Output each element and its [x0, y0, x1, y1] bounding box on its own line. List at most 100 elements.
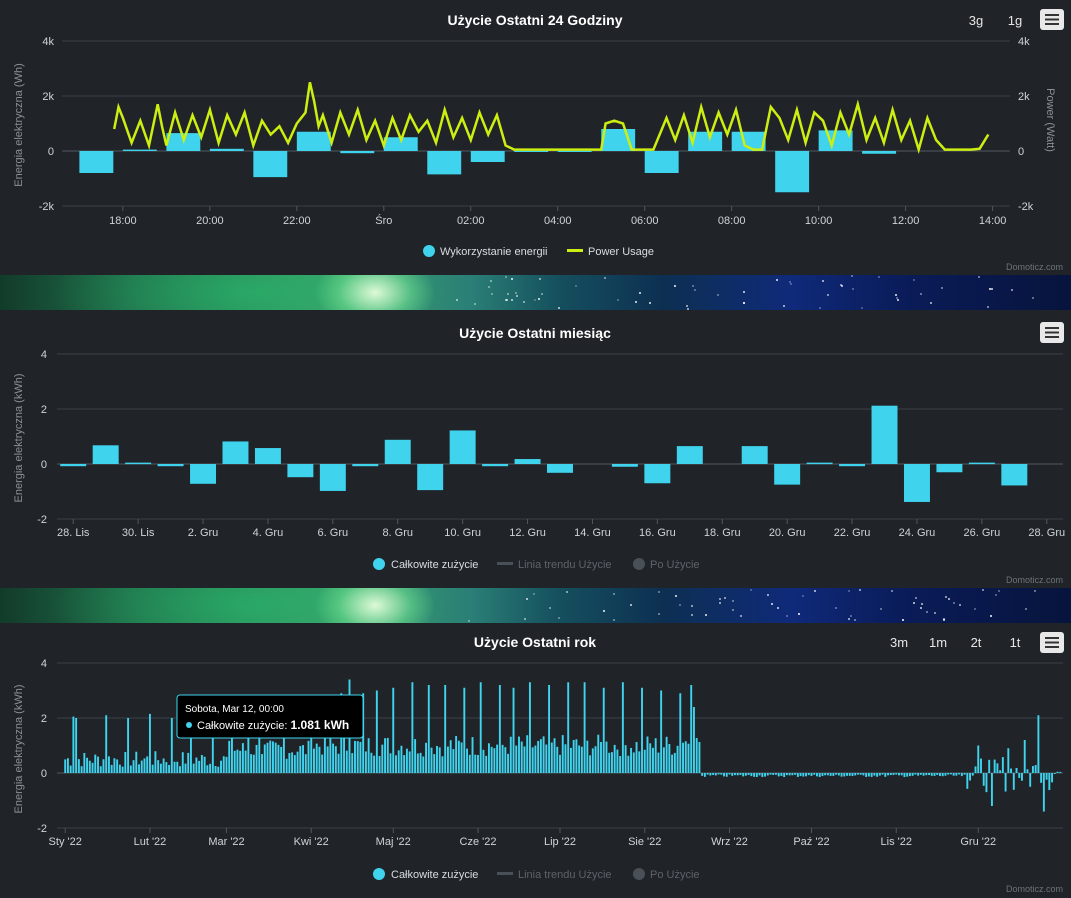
- bar-usage: [247, 707, 250, 773]
- star-decoration: [732, 608, 735, 611]
- star-decoration: [455, 298, 458, 301]
- bar-usage: [181, 752, 184, 773]
- credit-link[interactable]: Domoticz.com: [1006, 262, 1063, 272]
- bar-usage: [384, 439, 411, 464]
- zoom-button-3g[interactable]: 3g: [969, 13, 983, 28]
- star-decoration: [511, 299, 514, 302]
- bar-usage: [252, 754, 255, 773]
- bar-usage: [843, 773, 846, 777]
- bar-usage: [911, 773, 914, 776]
- x-tick-label: 16. Gru: [639, 527, 676, 539]
- star-decoration: [786, 614, 789, 617]
- zoom-button-3m[interactable]: 3m: [890, 635, 908, 650]
- hamburger-menu-icon[interactable]: [1040, 9, 1064, 30]
- bar-usage: [969, 773, 972, 781]
- aurora-background-band: [0, 275, 1071, 310]
- bar-usage: [671, 754, 674, 773]
- bar-usage: [1051, 773, 1054, 783]
- bar-usage: [416, 753, 419, 773]
- bar-usage: [539, 739, 542, 773]
- star-decoration: [853, 619, 856, 622]
- bar-usage: [709, 773, 712, 776]
- star-decoration: [959, 604, 962, 607]
- legend-item-total-usage[interactable]: Całkowite zużycie: [373, 558, 478, 571]
- star-decoration: [813, 589, 816, 592]
- chart-panel-year: 4 2 0 -2 Sty '22 Lut '22 Mar '22 Kwi '22 Maj '2…: [0, 623, 1071, 898]
- legend-item-power[interactable]: Power Usage: [567, 246, 654, 258]
- bar-usage: [125, 462, 152, 465]
- chart-title: Użycie Ostatni 24 Godziny: [447, 12, 622, 28]
- legend-item-total-usage[interactable]: Całkowite zużycie: [373, 868, 478, 881]
- bar-usage: [644, 464, 671, 484]
- legend-item-energy[interactable]: Wykorzystanie energii: [423, 245, 548, 258]
- bar-usage: [862, 773, 865, 776]
- bar-usage: [277, 744, 280, 773]
- x-tick-label: Śro: [375, 214, 392, 227]
- y-axis-label-left: Energia elektryczna (Wh): [13, 63, 25, 187]
- x-tick-label: 14:00: [979, 215, 1007, 227]
- energy-bars: [79, 129, 897, 193]
- x-tick-label: 18:00: [109, 215, 137, 227]
- zoom-button-1t[interactable]: 1t: [1010, 635, 1021, 650]
- bar-usage: [482, 749, 485, 773]
- chart-title: Użycie Ostatni miesiąc: [459, 325, 611, 341]
- star-decoration: [919, 606, 922, 609]
- legend-item-after-usage[interactable]: Po Użycie: [633, 868, 700, 881]
- x-tick-label: Lip '22: [544, 836, 576, 848]
- bar-energy: [79, 151, 114, 173]
- bar-usage: [433, 754, 436, 773]
- legend-item-trend-line[interactable]: Linia trendu Użycie: [497, 559, 612, 571]
- legend-item-trend-line[interactable]: Linia trendu Użycie: [497, 869, 612, 881]
- bar-usage: [968, 462, 995, 465]
- bar-usage: [367, 738, 370, 773]
- bar-usage: [717, 773, 720, 775]
- bar-usage: [676, 446, 703, 464]
- star-decoration: [982, 588, 985, 591]
- x-tick-label: 08:00: [718, 215, 746, 227]
- bar-usage: [802, 773, 805, 777]
- legend-item-after-usage[interactable]: Po Użycie: [633, 558, 700, 571]
- bar-usage: [572, 739, 575, 773]
- bar-usage: [287, 464, 314, 478]
- bar-usage: [526, 735, 529, 773]
- bar-energy: [514, 151, 549, 152]
- star-decoration: [634, 300, 637, 303]
- bar-usage: [474, 754, 477, 773]
- bar-usage: [477, 754, 479, 773]
- y-ticks: 4 2 0 -2: [37, 658, 47, 835]
- star-decoration: [897, 298, 900, 301]
- hamburger-menu-icon[interactable]: [1040, 632, 1064, 653]
- zoom-button-1g[interactable]: 1g: [1008, 13, 1022, 28]
- hamburger-menu-icon[interactable]: [1040, 322, 1064, 343]
- legend: Wykorzystanie energii Power Usage: [423, 245, 654, 258]
- star-decoration: [850, 275, 853, 278]
- credit-link[interactable]: Domoticz.com: [1006, 575, 1063, 585]
- star-decoration: [934, 611, 937, 614]
- legend: Całkowite zużycie Linia trendu Użycie Po…: [373, 558, 700, 571]
- bar-usage: [121, 766, 124, 773]
- bar-usage: [364, 751, 367, 773]
- bar-usage: [586, 740, 589, 773]
- zoom-button-2t[interactable]: 2t: [971, 635, 982, 650]
- bar-usage: [326, 746, 329, 773]
- zoom-button-1m[interactable]: 1m: [929, 635, 947, 650]
- bar-usage: [321, 754, 324, 773]
- bar-energy: [296, 131, 331, 151]
- bar-usage: [239, 750, 242, 773]
- chart-panel-24h: 4k 2k 0 -2k 4k 2k 0 -2k 18:00 20:00 22:00 Śro 02:0…: [0, 0, 1071, 275]
- bar-usage: [1010, 768, 1013, 773]
- credit-link[interactable]: Domoticz.com: [1006, 884, 1063, 894]
- star-decoration: [724, 597, 727, 600]
- y-ticks-left: 4k 2k 0 -2k: [39, 36, 55, 213]
- bar-usage: [531, 747, 534, 773]
- chart-month-svg: 4 2 0 -2 28. Lis 30. Lis 2. Gru 4. Gru 6. Gru 8.…: [13, 322, 1065, 585]
- bar-usage: [777, 773, 780, 777]
- bar-usage: [900, 773, 903, 776]
- bar-usage: [701, 773, 704, 776]
- bar-usage: [944, 773, 947, 776]
- bar-usage: [107, 756, 110, 773]
- bar-usage: [291, 752, 294, 773]
- bar-usage: [643, 749, 646, 773]
- bar-usage: [345, 750, 348, 773]
- legend-label: Linia trendu Użycie: [518, 559, 612, 571]
